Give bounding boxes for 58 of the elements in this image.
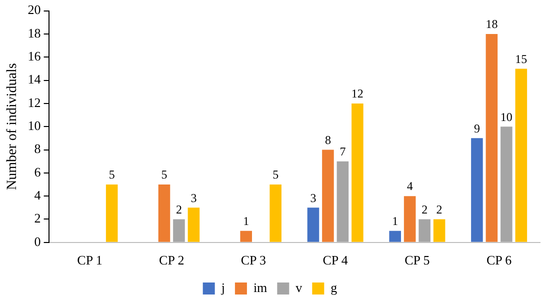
- legend-label: im: [253, 280, 268, 295]
- y-tick-label: 12: [28, 94, 41, 110]
- x-tick-label: CP 5: [404, 252, 430, 268]
- y-tick-label: 16: [28, 48, 42, 64]
- y-tick-label: 10: [28, 118, 41, 134]
- bar: [336, 161, 349, 242]
- data-label: 18: [486, 17, 498, 32]
- bar: [486, 34, 498, 242]
- bar: [500, 126, 512, 242]
- bar: [158, 184, 170, 242]
- bar: [322, 150, 334, 242]
- y-tick-label: 8: [34, 141, 41, 156]
- bar: [240, 230, 252, 242]
- data-label: 1: [392, 214, 398, 228]
- y-tick-label: 14: [28, 72, 42, 87]
- data-label: 8: [324, 132, 331, 147]
- data-label: 3: [310, 190, 316, 205]
- data-label: 2: [176, 202, 182, 216]
- bar: [389, 230, 401, 242]
- y-tick-label: 4: [34, 188, 42, 202]
- bar: [188, 208, 200, 242]
- data-label: 3: [190, 190, 197, 205]
- y-tick-label: 18: [28, 25, 41, 40]
- bar: [471, 138, 483, 242]
- data-label: 2: [422, 202, 428, 216]
- y-axis-title: Number of individuals: [5, 63, 20, 190]
- bar: [404, 196, 416, 242]
- x-tick-label: CP 3: [240, 252, 266, 268]
- data-label: 5: [272, 168, 279, 182]
- legend-label: v: [296, 280, 303, 295]
- data-label: 1: [243, 214, 250, 228]
- bar: [352, 103, 364, 242]
- data-label: 5: [161, 168, 168, 182]
- x-tick-label: CP 1: [77, 252, 102, 268]
- y-tick-label: 2: [34, 210, 41, 226]
- data-label: 7: [340, 144, 346, 158]
- data-label: 4: [406, 179, 413, 194]
- legend-label: g: [330, 280, 338, 295]
- data-label: 9: [474, 121, 480, 136]
- data-label: 2: [436, 202, 442, 216]
- bar: [270, 184, 282, 242]
- bar: [307, 208, 320, 242]
- data-label: 12: [351, 86, 364, 101]
- x-tick-label: CP 4: [322, 252, 348, 268]
- legend-label: j: [220, 280, 225, 295]
- x-tick-label: CP 2: [159, 252, 184, 268]
- y-tick-label: 20: [28, 2, 41, 18]
- y-tick-label: 6: [34, 164, 42, 180]
- y-tick-label: 0: [34, 234, 41, 249]
- bar: [173, 219, 185, 242]
- x-tick-label: CP 6: [486, 252, 512, 268]
- bar: [515, 68, 528, 242]
- bar: [106, 184, 118, 242]
- data-label: 15: [515, 52, 528, 66]
- data-label: 5: [108, 168, 115, 182]
- bar: [418, 219, 430, 242]
- bar: [433, 219, 446, 242]
- data-label: 10: [500, 110, 512, 124]
